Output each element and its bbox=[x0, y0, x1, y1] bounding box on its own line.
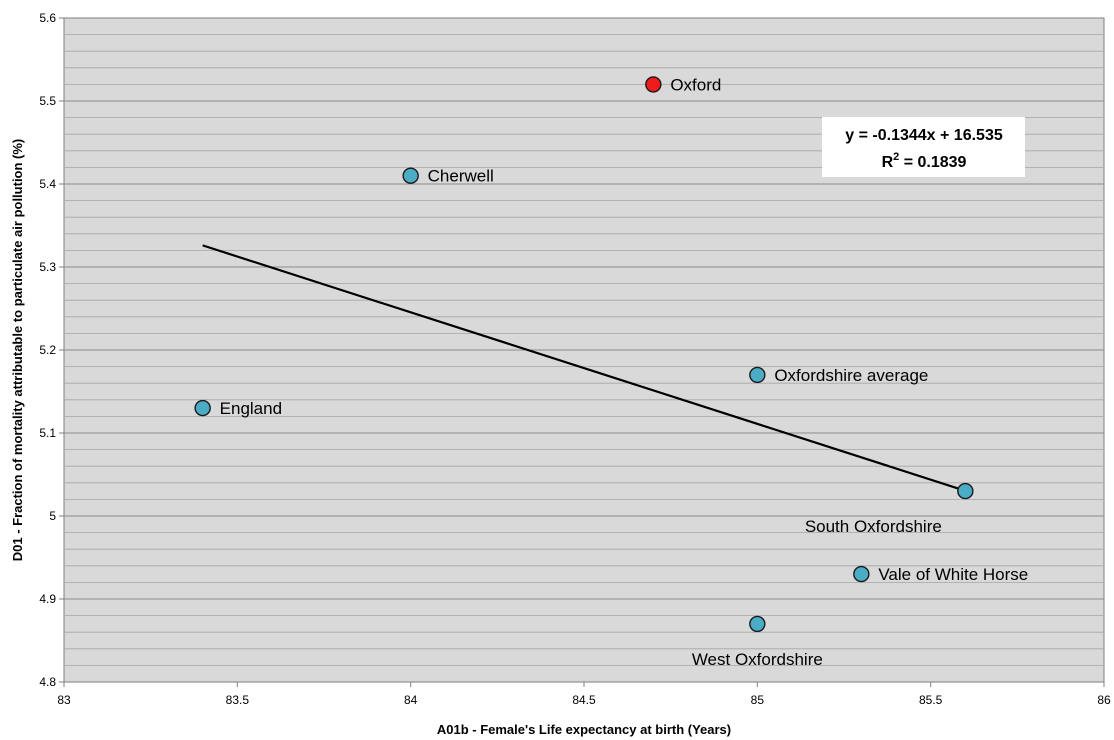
y-tick-label: 4.9 bbox=[39, 592, 56, 606]
y-tick-label: 5.2 bbox=[39, 343, 56, 357]
point-label: South Oxfordshire bbox=[805, 517, 942, 536]
data-point bbox=[194, 399, 211, 417]
y-tick-label: 5.3 bbox=[39, 260, 56, 274]
point-label: West Oxfordshire bbox=[692, 650, 823, 669]
point-label: England bbox=[220, 399, 282, 418]
x-tick-label: 84.5 bbox=[572, 693, 596, 707]
equation-box: y = -0.1344x + 16.535 R2 = 0.1839 bbox=[822, 117, 1025, 177]
trendline-r-squared: R2 = 0.1839 bbox=[882, 151, 967, 171]
point-label: Vale of White Horse bbox=[878, 565, 1028, 584]
y-tick-label: 5.4 bbox=[39, 177, 56, 191]
point-label: Oxford bbox=[670, 75, 721, 94]
data-point bbox=[645, 76, 662, 93]
point-labels: Oxford Cherwell Oxfordshire average England… bbox=[220, 75, 1029, 669]
x-axis-ticks: 83 83.5 84 84.5 85 85.5 86 bbox=[57, 682, 1111, 707]
data-point bbox=[853, 565, 870, 583]
x-axis-title: A01b - Female's Life expectancy at birth… bbox=[437, 722, 731, 737]
x-tick-label: 85 bbox=[751, 693, 765, 707]
gridlines bbox=[64, 34, 1104, 666]
point-label: Cherwell bbox=[428, 167, 494, 186]
y-axis-ticks: 4.8 4.9 5 5.1 5.2 5.3 5.4 5.5 5.6 bbox=[39, 11, 64, 689]
x-tick-label: 85.5 bbox=[919, 693, 943, 707]
data-point bbox=[749, 366, 766, 384]
point-label: Oxfordshire average bbox=[774, 366, 928, 385]
y-tick-label: 5 bbox=[49, 509, 56, 523]
y-tick-label: 4.8 bbox=[39, 675, 56, 689]
data-point bbox=[402, 167, 419, 184]
y-tick-label: 5.5 bbox=[39, 94, 56, 108]
x-tick-label: 83 bbox=[57, 693, 71, 707]
trendline bbox=[202, 244, 966, 492]
x-tick-label: 86 bbox=[1097, 693, 1111, 707]
x-tick-label: 83.5 bbox=[226, 693, 250, 707]
y-axis-title: D01 - Fraction of mortality attributable… bbox=[10, 139, 25, 562]
data-point bbox=[749, 615, 766, 633]
y-tick-label: 5.1 bbox=[39, 426, 56, 440]
x-tick-label: 84 bbox=[404, 693, 418, 707]
data-point bbox=[957, 482, 974, 500]
trendline-equation: y = -0.1344x + 16.535 bbox=[845, 127, 1003, 144]
y-tick-label: 5.6 bbox=[39, 11, 56, 25]
data-points bbox=[194, 76, 974, 633]
